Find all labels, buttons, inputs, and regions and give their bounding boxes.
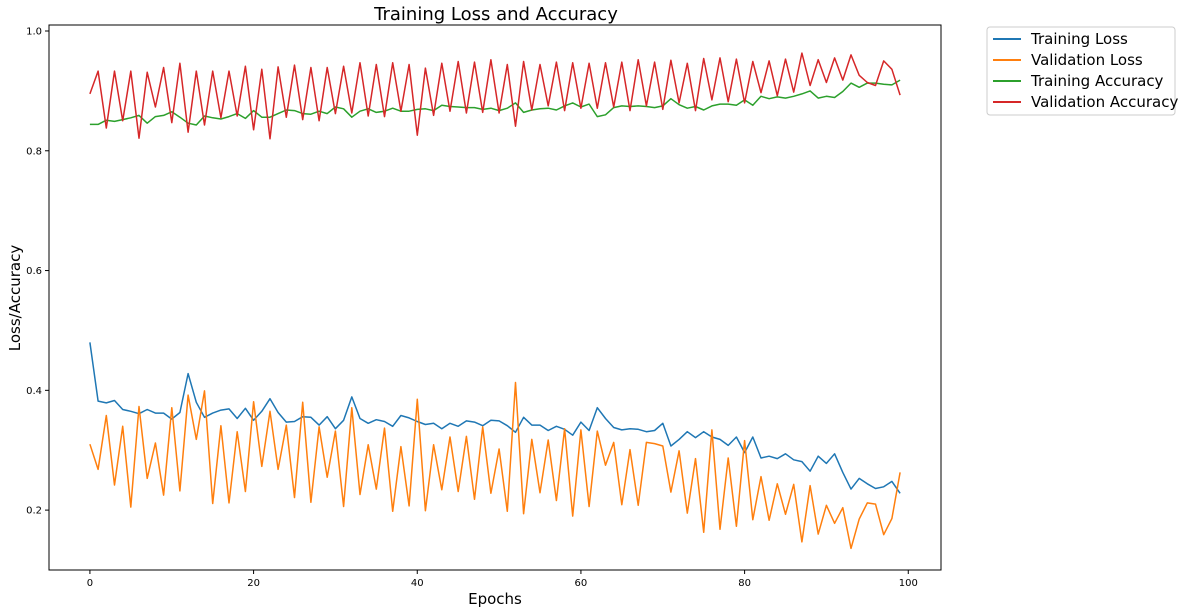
y-tick-label: 0.6 — [26, 266, 42, 277]
plot-area-frame — [48, 24, 942, 571]
legend-label: Training Loss — [1030, 30, 1128, 48]
series-line-training-loss — [89, 342, 901, 494]
legend-label: Validation Loss — [1031, 51, 1143, 69]
y-axis-label: Loss/Accuracy — [6, 245, 24, 352]
x-tick-label: 0 — [87, 578, 93, 589]
series-line-validation-loss — [89, 381, 901, 550]
y-tick-label: 0.8 — [26, 146, 42, 157]
x-tick-label: 20 — [247, 578, 260, 589]
series-line-training-accuracy — [89, 79, 901, 126]
x-tick-label: 100 — [899, 578, 918, 589]
y-tick-label: 1.0 — [26, 26, 42, 37]
x-tick-label: 80 — [738, 578, 751, 589]
x-axis-label: Epochs — [468, 590, 522, 608]
chart-title: Training Loss and Accuracy — [373, 4, 618, 25]
series-group — [89, 52, 901, 550]
legend-label: Training Accuracy — [1030, 72, 1164, 90]
y-axis-ticks: 0.2 0.4 0.6 0.8 1.0 — [26, 26, 49, 517]
series-line-validation-accuracy — [89, 52, 901, 140]
x-tick-label: 40 — [411, 578, 424, 589]
y-tick-label: 0.4 — [26, 386, 42, 397]
x-tick-label: 60 — [575, 578, 588, 589]
x-axis-ticks: 0 20 40 60 80 100 — [87, 570, 918, 589]
legend-label: Validation Accuracy — [1031, 93, 1178, 111]
y-tick-label: 0.2 — [26, 506, 42, 517]
legend: Training Loss Validation Loss Training Acc… — [986, 26, 1178, 116]
legend-box — [986, 26, 1176, 116]
